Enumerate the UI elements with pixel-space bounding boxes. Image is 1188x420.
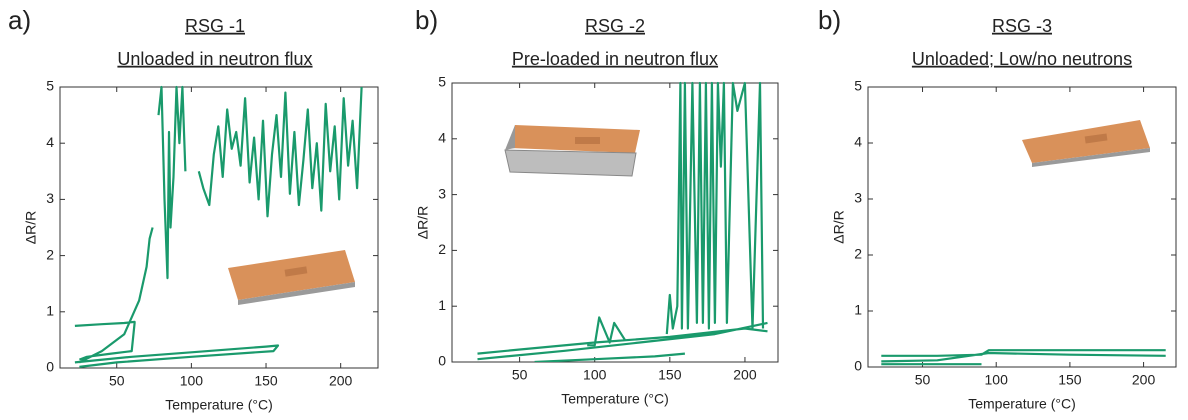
- x-tick-label: 100: [985, 372, 1009, 388]
- y-tick-label: 3: [438, 185, 446, 201]
- chart-subtitle: Pre-loaded in neutron flux: [512, 49, 718, 69]
- chart-title: RSG -1: [185, 16, 245, 36]
- y-tick-label: 4: [46, 134, 54, 150]
- y-tick-label: 4: [438, 130, 446, 146]
- plot-frame: [451, 82, 779, 363]
- data-line: [881, 349, 1166, 366]
- y-tick-label: 1: [438, 297, 446, 313]
- chart-subtitle: Unloaded; Low/no neutrons: [912, 49, 1132, 69]
- y-tick-label: 0: [438, 353, 446, 369]
- y-tick-label: 2: [46, 246, 54, 262]
- chart-title: RSG -3: [992, 16, 1052, 36]
- y-tick-label: 1: [46, 303, 54, 319]
- y-tick-label: 3: [854, 190, 862, 206]
- x-axis-label: Temperature (°C): [968, 396, 1076, 412]
- plot-frame: [867, 86, 1177, 368]
- y-tick-label: 2: [854, 246, 862, 262]
- panel-label: b): [415, 5, 438, 35]
- y-tick-label: 0: [854, 358, 862, 374]
- panel-label: a): [8, 5, 31, 35]
- x-tick-label: 100: [583, 367, 607, 383]
- plot-frame: [59, 86, 379, 369]
- y-axis-label: ΔR/R: [831, 210, 847, 243]
- x-axis-label: Temperature (°C): [561, 391, 669, 407]
- x-axis-label: Temperature (°C): [165, 397, 273, 413]
- x-tick-label: 150: [254, 373, 278, 389]
- x-tick-label: 150: [1058, 372, 1082, 388]
- x-tick-label: 100: [180, 373, 204, 389]
- chart-title: RSG -2: [585, 16, 645, 36]
- y-tick-label: 0: [46, 359, 54, 375]
- data-line: [477, 81, 768, 362]
- x-tick-label: 50: [109, 373, 125, 389]
- sensor-image: [504, 125, 640, 177]
- sensor-image: [1022, 120, 1150, 167]
- panel-label: b): [818, 5, 841, 35]
- y-tick-label: 3: [46, 190, 54, 206]
- y-tick-label: 5: [438, 74, 446, 90]
- y-axis-label: ΔR/R: [23, 211, 39, 244]
- x-tick-label: 200: [329, 373, 353, 389]
- y-tick-label: 2: [438, 241, 446, 257]
- data-line: [74, 85, 363, 368]
- x-tick-label: 150: [658, 367, 682, 383]
- x-tick-label: 200: [733, 367, 757, 383]
- x-tick-label: 50: [915, 372, 931, 388]
- sensor-image: [228, 250, 355, 305]
- y-tick-label: 5: [46, 78, 54, 94]
- y-tick-label: 4: [854, 134, 862, 150]
- y-axis-label: ΔR/R: [415, 206, 431, 239]
- y-tick-label: 5: [854, 78, 862, 94]
- y-tick-label: 1: [854, 302, 862, 318]
- x-tick-label: 200: [1132, 372, 1156, 388]
- chart-subtitle: Unloaded in neutron flux: [117, 49, 312, 69]
- x-tick-label: 50: [512, 367, 528, 383]
